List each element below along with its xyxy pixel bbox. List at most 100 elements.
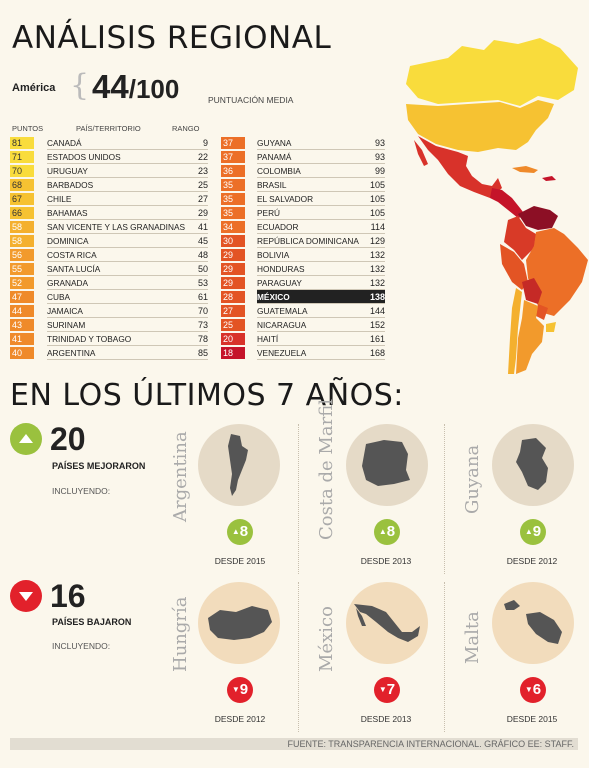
rank-cell: 9: [202, 138, 208, 148]
up-triangle-icon: ▲: [524, 527, 533, 537]
guyana-since: DESDE 2012: [506, 556, 558, 566]
uruguay-region: [546, 322, 556, 332]
rank-cell: 27: [197, 194, 208, 204]
score-cell: 56: [10, 249, 34, 261]
country-cell: Dominica: [47, 236, 89, 246]
rank-cell: 99: [374, 166, 385, 176]
score-cell: 18: [221, 347, 245, 359]
rank-cell: 23: [197, 166, 208, 176]
mexico-circle: [346, 582, 428, 664]
score-cell: 58: [10, 221, 34, 233]
rank-cell: 129: [369, 236, 385, 246]
row-divider: [257, 177, 385, 178]
country-cell: Barbados: [47, 180, 94, 190]
score-cell: 29: [221, 249, 245, 261]
improved-label: PAÍSES MEJORARON: [52, 461, 146, 471]
score-cell: 25: [221, 319, 245, 331]
rank-cell: 114: [370, 222, 385, 232]
table-row: 34 Ecuador 114: [221, 220, 385, 234]
score-cell: 52: [10, 277, 34, 289]
guyana-change: 9: [532, 523, 542, 540]
section-title: EN LOS ÚLTIMOS 7 AÑOS:: [10, 378, 404, 413]
ivory-coast-change-badge: ▲8: [374, 519, 400, 545]
header-points: PUNTOS: [12, 124, 44, 133]
chile-region: [508, 288, 522, 374]
rank-cell: 168: [369, 348, 385, 358]
malta-change: 6: [532, 681, 542, 698]
table-row: 30 República Dominicana 129: [221, 234, 385, 248]
row-divider: [257, 289, 385, 290]
score-cell: 67: [10, 193, 34, 205]
guyana-change-badge: ▲9: [520, 519, 546, 545]
country-cell: Chile: [47, 194, 72, 204]
table-row: 71 Estados Unidos 22: [10, 150, 208, 164]
ivory-coast-circle: [346, 424, 428, 506]
country-cell: El Salvador: [257, 194, 314, 204]
brace-decoration: {: [70, 68, 90, 103]
table-row: 66 Bahamas 29: [10, 206, 208, 220]
hungary-change: 9: [239, 681, 249, 698]
up-triangle-icon: [10, 423, 42, 455]
declined-label: PAÍSES BAJARON: [52, 617, 132, 627]
down-triangle-icon: ▼: [524, 685, 533, 695]
score-cell: 81: [10, 137, 34, 149]
score-cell: 35: [221, 193, 245, 205]
rank-cell: 70: [197, 306, 208, 316]
mexico-since: DESDE 2013: [360, 714, 412, 724]
score-cell: 47: [10, 291, 34, 303]
rank-cell: 132: [369, 264, 385, 274]
country-cell: Perú: [257, 208, 281, 218]
improved-count: 20: [50, 421, 86, 457]
rank-cell: 41: [197, 222, 208, 232]
table-row: 58 San Vicente y las Granadinas 41: [10, 220, 208, 234]
rank-cell: 93: [374, 152, 385, 162]
row-divider: [47, 303, 208, 304]
country-cell: Trinidad y Tobago: [47, 334, 132, 344]
ivory-coast-since: DESDE 2013: [360, 556, 412, 566]
score-cell: 55: [10, 263, 34, 275]
rank-cell: 152: [369, 320, 385, 330]
country-cell: Nicaragua: [257, 320, 307, 330]
table-row: 41 Trinidad y Tobago 78: [10, 332, 208, 346]
country-cell: Santa Lucía: [47, 264, 101, 274]
country-cell: Bolivia: [257, 250, 290, 260]
row-divider: [257, 205, 385, 206]
rank-cell: 161: [369, 334, 385, 344]
peru-region: [500, 244, 528, 290]
rank-cell: 105: [369, 180, 385, 190]
row-divider: [257, 303, 385, 304]
table-row: 47 Cuba 61: [10, 290, 208, 304]
row-divider: [257, 275, 385, 276]
colombia-region: [504, 216, 536, 260]
country-cell: México: [257, 290, 367, 304]
row-divider: [257, 359, 385, 360]
header-rank: RANGO: [172, 124, 200, 133]
table-row: 52 Granada 53: [10, 276, 208, 290]
score-value: 44: [92, 68, 129, 105]
row-divider: [47, 219, 208, 220]
row-divider: [47, 247, 208, 248]
country-cell: Canadá: [47, 138, 82, 148]
hungary-change-badge: ▼9: [227, 677, 253, 703]
country-cell: Uruguay: [47, 166, 88, 176]
hungary-map-icon: [208, 606, 272, 640]
rank-cell: 45: [197, 236, 208, 246]
table-row: 67 Chile 27: [10, 192, 208, 206]
row-divider: [257, 149, 385, 150]
score-cell: 27: [221, 305, 245, 317]
score-cell: 35: [221, 207, 245, 219]
rank-cell: 50: [197, 264, 208, 274]
country-cell: Haití: [257, 334, 279, 344]
ivory-coast-map-icon: [362, 440, 410, 486]
down-triangle-icon: [10, 580, 42, 612]
row-divider: [47, 205, 208, 206]
source-note: FUENTE: TRANSPARENCIA INTERNACIONAL. GRÁ…: [10, 738, 578, 750]
rank-cell: 22: [197, 152, 208, 162]
country-cell: San Vicente y las Granadinas: [47, 222, 186, 232]
table-row: 56 Costa Rica 48: [10, 248, 208, 262]
row-divider: [47, 233, 208, 234]
table-row: 28 México 138: [221, 290, 385, 304]
score-cell: 34: [221, 221, 245, 233]
rank-cell: 73: [197, 320, 208, 330]
country-name-mexico: México: [316, 606, 337, 672]
